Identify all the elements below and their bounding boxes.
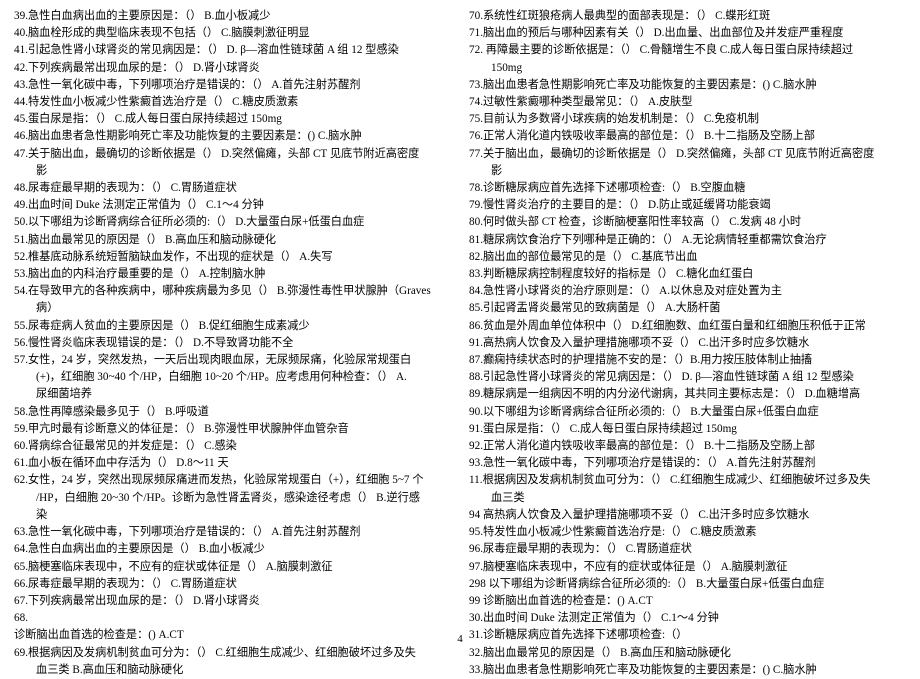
text-line: 87.癫痫持续状态时的护理措施不安的是：（）B.用力按压肢体制止抽搐 xyxy=(469,352,906,369)
text-line: 53.脑出血的内科治疗最重要的是（） A.控制脑水肿 xyxy=(14,266,451,283)
text-line: 63.急性一氧化碳中毒，下列哪项治疗是错误的：（） A.首先注射苏醒剂 xyxy=(14,524,451,541)
text-line: 39.急性白血病出血的主要原因是：（） B.血小板减少 xyxy=(14,8,451,25)
text-line: 66.尿毒症最早期的表现为：（） C.胃肠道症状 xyxy=(14,576,451,593)
text-line: 56.慢性肾炎临床表现错误的是：（） D.不导致肾功能不全 xyxy=(14,335,451,352)
text-line: 影 xyxy=(469,163,906,180)
text-line: (+)，红细胞 30~40 个/HP，白细胞 10~20 个/HP。应考虑用何种… xyxy=(14,369,451,386)
page-number: 4 xyxy=(0,633,920,645)
text-line: 染 xyxy=(14,507,451,524)
text-line: 67.下列疾病最常出现血尿的是：（） D.肾小球肾炎 xyxy=(14,593,451,610)
text-line: 88.引起急性肾小球肾炎的常见病因是：（） D. β—溶血性链球菌 A 组 12… xyxy=(469,369,906,386)
text-line: 65.脑梗塞临床表现中，不应有的症状或体征是（） A.脑膜刺激征 xyxy=(14,559,451,576)
text-line: 78.诊断糖尿病应首先选择下述哪项检查:（） B.空腹血糖 xyxy=(469,180,906,197)
left-column: 39.急性白血病出血的主要原因是：（） B.血小板减少40.脑血栓形成的典型临床… xyxy=(14,8,451,679)
text-line: 32.脑出血最常见的原因是（） B.高血压和脑动脉硬化 xyxy=(469,645,906,662)
text-line: 11.根据病因及发病机制贫血可分为：（） C.红细胞生成减少、红细胞破坏过多及失 xyxy=(469,472,906,489)
text-line: 血三类 xyxy=(469,490,906,507)
text-line: 51.脑出血最常见的原因是（） B.高血压和脑动脉硬化 xyxy=(14,232,451,249)
text-line: 77.关于脑出血，最确切的诊断依据是（） D.突然偏瘫，头部 CT 见底节附近高… xyxy=(469,146,906,163)
text-line: 41.引起急性肾小球肾炎的常见病因是：（） D. β—溶血性链球菌 A 组 12… xyxy=(14,42,451,59)
text-line: 90.以下哪组为诊断肾病综合征所必须的:（） B.大量蛋白尿+低蛋白血症 xyxy=(469,404,906,421)
text-line: 91.高热病人饮食及入量护理措施哪项不妥（） C.出汗多时应多饮糖水 xyxy=(469,335,906,352)
text-line: 79.慢性肾炎治疗的主要目的是：（） D.防止或延缓肾功能衰竭 xyxy=(469,197,906,214)
text-line: /HP，白细胞 20~30 个/HP。诊断为急性肾盂肾炎，感染途径考虑（） B.… xyxy=(14,490,451,507)
text-line: 47.关于脑出血，最确切的诊断依据是（） D.突然偏瘫，头部 CT 见底节附近高… xyxy=(14,146,451,163)
text-line: 44.特发性血小板减少性紫癜首选治疗是（） C.糖皮质激素 xyxy=(14,94,451,111)
text-line: 85.引起肾盂肾炎最常见的致病菌是（） A.大肠杆菌 xyxy=(469,300,906,317)
text-line: 84.急性肾小球肾炎的治疗原则是：（） A.以休息及对症处置为主 xyxy=(469,283,906,300)
text-line: 298 以下哪组为诊断肾病综合征所必须的:（） B.大量蛋白尿+低蛋白血症 xyxy=(469,576,906,593)
text-line: 57.女性，24 岁，突然发热，一天后出现肉眼血尿，无尿频尿痛，化验尿常规蛋白 xyxy=(14,352,451,369)
text-line: 97.脑梗塞临床表现中，不应有的症状或体征是（） A.脑膜刺激征 xyxy=(469,559,906,576)
text-line: 58.急性再障感染最多见于（） B.呼吸道 xyxy=(14,404,451,421)
text-line: 60.肾病综合征最常见的并发症是：（） C.感染 xyxy=(14,438,451,455)
text-line: 69.根据病因及发病机制贫血可分为：（） C.红细胞生成减少、红细胞破坏过多及失 xyxy=(14,645,451,662)
text-line: 81.糖尿病饮食治疗下列哪种是正确的：（） A.无论病情轻重都需饮食治疗 xyxy=(469,232,906,249)
text-line: 91.蛋白尿是指：（） C.成人每日蛋白尿持续超过 150mg xyxy=(469,421,906,438)
text-line: 94 高热病人饮食及入量护理措施哪项不妥（） C.出汗多时应多饮糖水 xyxy=(469,507,906,524)
text-line: 42.下列疾病最常出现血尿的是：（） D.肾小球肾炎 xyxy=(14,60,451,77)
text-line: 48.尿毒症最早期的表现为：（） C.胃肠道症状 xyxy=(14,180,451,197)
text-line: 64.急性白血病出血的主要原因是（） B.血小板减少 xyxy=(14,541,451,558)
page-root: 39.急性白血病出血的主要原因是：（） B.血小板减少40.脑血栓形成的典型临床… xyxy=(0,0,920,679)
text-line: 68. xyxy=(14,610,451,627)
text-line: 83.判断糖尿病控制程度较好的指标是（） C.糖化血红蛋白 xyxy=(469,266,906,283)
right-column: 70.系统性红斑狼疮病人最典型的面部表现是：（） C.蝶形红斑71.脑出血的预后… xyxy=(469,8,906,679)
text-line: 52.椎基底动脉系统短暂脑缺血发作，不出现的症状是（） A.失写 xyxy=(14,249,451,266)
text-line: 72. 再障最主要的诊断依据是：（） C.骨髓增生不良 C.成人每日蛋白尿持续超… xyxy=(469,42,906,59)
text-line: 95.特发性血小板减少性紫癜首选治疗是:（） C.糖皮质激素 xyxy=(469,524,906,541)
text-line: 43.急性一氧化碳中毒，下列哪项治疗是错误的：（） A.首先注射苏醒剂 xyxy=(14,77,451,94)
text-line: 45.蛋白尿是指：（） C.成人每日蛋白尿持续超过 150mg xyxy=(14,111,451,128)
text-line: 93.急性一氧化碳中毒，下列哪项治疗是错误的：（） A.首先注射苏醒剂 xyxy=(469,455,906,472)
text-line: 40.脑血栓形成的典型临床表现不包括（） C.脑膜刺激征明显 xyxy=(14,25,451,42)
text-line: 71.脑出血的预后与哪种因素有关（） D.出血量、出血部位及并发症严重程度 xyxy=(469,25,906,42)
text-line: 55.尿毒症病人贫血的主要原因是（） B.促红细胞生成素减少 xyxy=(14,318,451,335)
text-line: 150mg xyxy=(469,60,906,77)
text-line: 33.脑出血患者急性期影响死亡率及功能恢复的主要因素是：() C.脑水肿 xyxy=(469,662,906,679)
text-line: 54.在导致甲亢的各种疾病中，哪种疾病最为多见（） B.弥漫性毒性甲状腺肿（Gr… xyxy=(14,283,451,300)
text-line: 50.以下哪组为诊断肾病综合征所必须的:（） D.大量蛋白尿+低蛋白血症 xyxy=(14,214,451,231)
text-line: 82.脑出血的部位最常见的是（） C.基底节出血 xyxy=(469,249,906,266)
text-line: 30.出血时间 Duke 法测定正常值为（） C.1～4 分钟 xyxy=(469,610,906,627)
text-line: 75.目前认为多数肾小球疾病的始发机制是：（） C.免疫机制 xyxy=(469,111,906,128)
text-line: 46.脑出血患者急性期影响死亡率及功能恢复的主要因素是：() C.脑水肿 xyxy=(14,128,451,145)
text-line: 尿细菌培养 xyxy=(14,386,451,403)
text-line: 70.系统性红斑狼疮病人最典型的面部表现是：（） C.蝶形红斑 xyxy=(469,8,906,25)
text-line: 86.贫血是外周血单位体积中（） D.红细胞数、血红蛋白量和红细胞压积低于正常 xyxy=(469,318,906,335)
text-line: 96.尿毒症最早期的表现为：（） C.胃肠道症状 xyxy=(469,541,906,558)
text-line: 59.甲亢时最有诊断意义的体征是：（） B.弥漫性甲状腺肿伴血管杂音 xyxy=(14,421,451,438)
text-line: 99 诊断脑出血首选的检查是：() A.CT xyxy=(469,593,906,610)
text-line: 73.脑出血患者急性期影响死亡率及功能恢复的主要因素是：() C.脑水肿 xyxy=(469,77,906,94)
text-line: 76.正常人消化道内铁吸收率最高的部位是：（） B.十二指肠及空肠上部 xyxy=(469,128,906,145)
text-line: 血三类 B.高血压和脑动脉硬化 xyxy=(14,662,451,679)
text-line: 49.出血时间 Duke 法测定正常值为（） C.1～4 分钟 xyxy=(14,197,451,214)
text-line: 80.何时做头部 CT 检查，诊断脑梗塞阳性率较高（） C.发病 48 小时 xyxy=(469,214,906,231)
text-line: 61.血小板在循环血中存活为（） D.8～11 天 xyxy=(14,455,451,472)
text-line: 病） xyxy=(14,300,451,317)
text-line: 92.正常人消化道内铁吸收率最高的部位是：（） B.十二指肠及空肠上部 xyxy=(469,438,906,455)
text-line: 62.女性，24 岁，突然出现尿频尿痛进而发热，化验尿常规蛋白（+），红细胞 5… xyxy=(14,472,451,489)
text-line: 89.糖尿病是一组病因不明的内分泌代谢病，其共同主要标志是：（） D.血糖增高 xyxy=(469,386,906,403)
text-line: 74.过敏性紫癜哪种类型最常见：（） A.皮肤型 xyxy=(469,94,906,111)
text-line: 影 xyxy=(14,163,451,180)
